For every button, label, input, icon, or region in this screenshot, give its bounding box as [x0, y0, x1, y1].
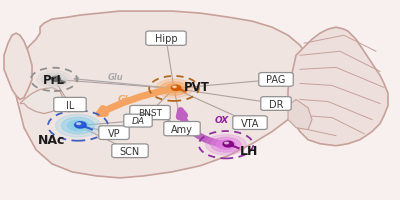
Circle shape [52, 79, 56, 81]
Circle shape [62, 118, 94, 134]
Text: Glu: Glu [118, 95, 134, 103]
Circle shape [169, 87, 179, 91]
Text: BNST: BNST [138, 109, 162, 117]
FancyBboxPatch shape [54, 98, 86, 112]
Polygon shape [16, 12, 312, 178]
Ellipse shape [225, 142, 228, 144]
Text: OX: OX [215, 116, 229, 124]
FancyBboxPatch shape [146, 32, 186, 46]
Circle shape [160, 82, 188, 96]
Text: NAc: NAc [38, 134, 66, 146]
Text: Glu: Glu [108, 73, 124, 81]
Circle shape [56, 115, 100, 137]
Circle shape [206, 135, 246, 155]
Text: PrL: PrL [43, 74, 65, 86]
FancyBboxPatch shape [259, 73, 293, 87]
FancyBboxPatch shape [99, 126, 129, 140]
Circle shape [41, 74, 67, 86]
FancyBboxPatch shape [164, 122, 200, 136]
Circle shape [72, 123, 84, 129]
FancyBboxPatch shape [124, 115, 152, 127]
Text: IL: IL [66, 100, 74, 110]
Text: DR: DR [269, 99, 283, 109]
Ellipse shape [173, 87, 176, 88]
FancyBboxPatch shape [130, 106, 170, 120]
Ellipse shape [223, 141, 233, 147]
Polygon shape [4, 34, 32, 100]
Circle shape [220, 142, 232, 148]
FancyBboxPatch shape [112, 144, 148, 158]
Text: PAG: PAG [266, 75, 286, 85]
Text: LH: LH [240, 145, 258, 157]
Circle shape [68, 121, 88, 131]
FancyBboxPatch shape [233, 116, 267, 130]
Polygon shape [20, 88, 64, 114]
Circle shape [49, 78, 59, 82]
Circle shape [155, 80, 193, 98]
Text: PVT: PVT [184, 81, 210, 94]
Ellipse shape [76, 123, 81, 125]
Circle shape [165, 85, 183, 93]
Text: VTA: VTA [241, 118, 259, 128]
Circle shape [36, 71, 72, 89]
Text: DA: DA [132, 117, 144, 125]
Circle shape [46, 76, 62, 84]
Text: Hipp: Hipp [155, 34, 177, 44]
Text: SCN: SCN [120, 146, 140, 156]
Text: Amy: Amy [171, 124, 193, 134]
Ellipse shape [171, 86, 181, 91]
Ellipse shape [53, 78, 56, 79]
Ellipse shape [75, 122, 86, 128]
Text: VP: VP [108, 128, 120, 138]
Polygon shape [288, 100, 312, 130]
Circle shape [216, 140, 236, 150]
Circle shape [223, 144, 229, 146]
Circle shape [211, 138, 241, 152]
Circle shape [75, 124, 81, 128]
Circle shape [172, 88, 176, 90]
FancyBboxPatch shape [261, 97, 291, 111]
Polygon shape [288, 28, 388, 146]
Ellipse shape [52, 77, 60, 82]
